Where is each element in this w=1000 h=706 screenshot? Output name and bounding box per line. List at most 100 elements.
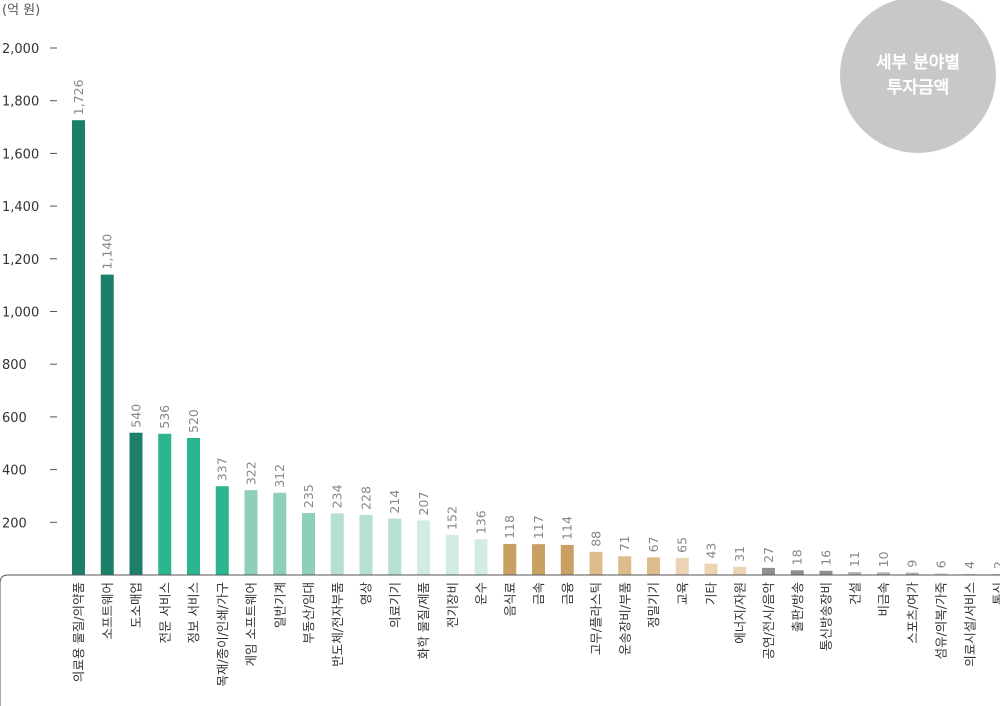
category-label: 도소매업	[129, 582, 144, 628]
bar	[532, 544, 545, 575]
bar	[388, 518, 402, 575]
category-label: 금융	[560, 582, 575, 605]
category-label: 음식료	[502, 582, 517, 617]
category-label: 목재/종이/인쇄/가구	[215, 582, 230, 687]
value-label: 6	[934, 560, 949, 568]
value-label: 312	[272, 464, 287, 488]
value-label: 114	[560, 516, 575, 540]
category-label: 공연/전시/음악	[761, 582, 776, 660]
y-tick-label: 1,800	[2, 95, 39, 110]
bar	[302, 513, 315, 575]
y-tick-label: 800	[2, 358, 27, 373]
value-label: 65	[675, 537, 690, 553]
category-label: 소프트웨어	[100, 582, 115, 640]
value-label: 337	[215, 457, 230, 481]
value-label: 10	[876, 551, 891, 567]
badge-circle	[840, 0, 996, 153]
value-label: 4	[962, 561, 977, 569]
value-label: 67	[646, 536, 661, 552]
y-tick-label: 400	[2, 464, 27, 479]
bar	[359, 514, 373, 575]
bar	[790, 570, 804, 575]
bar	[934, 573, 948, 575]
category-badge: 세부 분야별 투자금액	[840, 0, 996, 153]
value-label: 228	[359, 486, 374, 510]
bar	[733, 566, 747, 575]
bar	[503, 543, 517, 575]
value-label: 88	[589, 531, 604, 547]
value-label: 18	[790, 549, 805, 565]
y-tick-label: 1,200	[2, 253, 39, 268]
category-label: 게임 소프트웨어	[244, 582, 259, 666]
value-label: 1,140	[100, 234, 115, 270]
category-label: 스포츠/여가	[905, 582, 920, 644]
category-label: 정밀기기	[646, 582, 661, 628]
bars	[72, 120, 1000, 575]
bar	[215, 486, 229, 575]
bar	[129, 432, 143, 575]
value-label: 214	[387, 490, 402, 514]
value-label: 152	[445, 506, 460, 530]
value-label: 207	[416, 492, 431, 516]
value-label: 16	[819, 550, 834, 566]
value-label: 540	[129, 404, 144, 428]
value-label: 322	[244, 461, 259, 485]
category-label: 교육	[675, 582, 690, 605]
bar	[589, 551, 603, 575]
bar	[100, 274, 114, 575]
bar	[474, 539, 488, 575]
category-label: 고무/플라스틱	[589, 582, 604, 655]
category-labels: 의료용 물질/의약품 소프트웨어 도소매업 전문 서비스 정보 서비스 목재/종이/인쇄/…	[71, 582, 1000, 687]
badge-line1: 세부 분야별	[876, 53, 960, 73]
value-label: 27	[761, 547, 776, 563]
value-label: 118	[502, 515, 517, 539]
y-tick-label: 600	[2, 411, 27, 426]
value-label: 2	[991, 561, 1000, 569]
value-label: 234	[330, 484, 345, 508]
value-label: 136	[474, 510, 489, 534]
category-label: 부동산/임대	[301, 582, 316, 644]
category-label: 의료시설/서비스	[962, 582, 977, 667]
category-label: 화학 물질/제품	[416, 582, 431, 659]
bar	[158, 433, 172, 575]
category-label: 기타	[704, 582, 719, 606]
category-label: 일반기계	[272, 582, 287, 628]
value-label: 43	[704, 543, 719, 559]
x-axis-baseline	[0, 574, 1000, 706]
category-label: 에너지/자원	[732, 582, 747, 644]
value-label: 9	[905, 560, 920, 568]
y-axis: 2,000 1,800 1,600 1,400 1,200 1,000 800 600 400 2…	[2, 42, 57, 531]
category-label: 의료용 물질/의약품	[71, 582, 86, 682]
y-tick-label: 1,400	[2, 200, 39, 215]
category-label: 비금속	[876, 582, 891, 617]
value-label: 117	[531, 515, 546, 539]
category-label: 건설	[847, 582, 862, 605]
bar	[819, 570, 833, 575]
bar	[72, 120, 85, 575]
badge-line2: 투자금액	[887, 78, 950, 98]
bar	[762, 567, 775, 575]
bar	[848, 572, 862, 575]
bar	[618, 556, 632, 575]
value-label: 520	[186, 409, 201, 433]
category-label: 통신방송장비	[819, 582, 834, 651]
category-label: 반도체/전자부품	[330, 582, 345, 667]
value-label: 71	[617, 535, 632, 551]
y-tick-label: 1,000	[2, 306, 39, 321]
bar	[905, 572, 919, 575]
bar	[187, 437, 200, 575]
category-label: 의료기기	[387, 582, 402, 628]
bar	[273, 492, 287, 575]
bar	[330, 513, 344, 575]
y-tick-label: 2,000	[2, 42, 39, 57]
category-label: 운수	[474, 582, 489, 605]
bar	[675, 557, 689, 575]
value-label: 31	[732, 546, 747, 562]
bar	[417, 520, 430, 575]
category-label: 출판/방송	[790, 582, 805, 632]
value-label: 536	[157, 405, 172, 429]
y-tick-label: 1,600	[2, 147, 39, 162]
category-label: 금속	[531, 582, 546, 605]
category-label: 영상	[359, 582, 374, 606]
